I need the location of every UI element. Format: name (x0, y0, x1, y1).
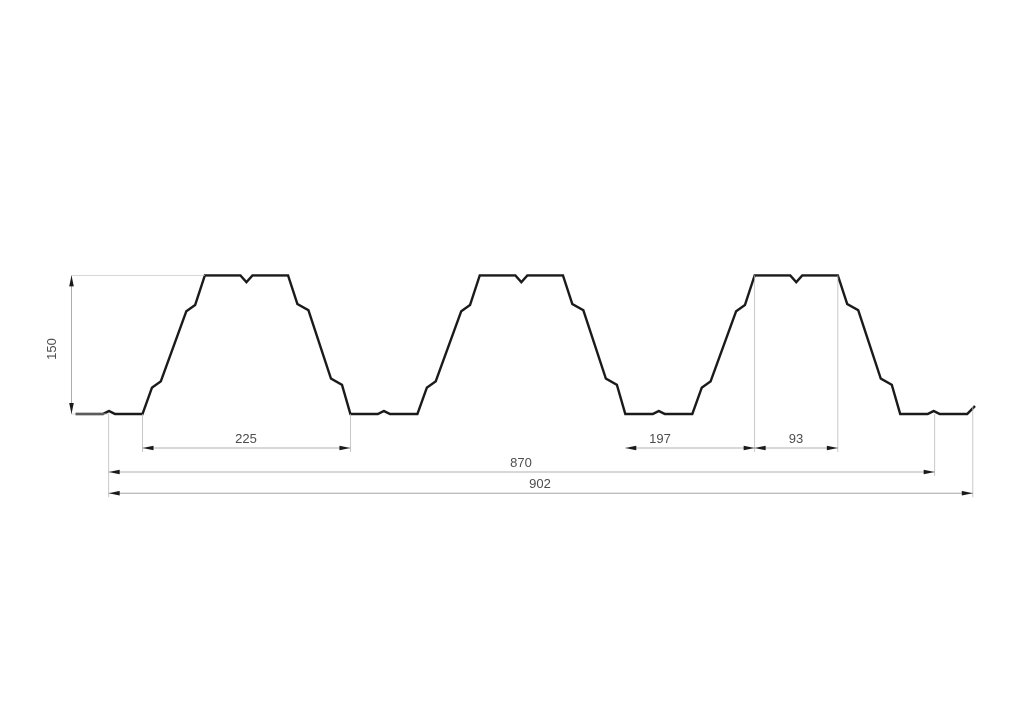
svg-text:902: 902 (529, 476, 551, 491)
svg-text:150: 150 (44, 338, 59, 360)
svg-text:870: 870 (510, 455, 532, 470)
svg-text:93: 93 (789, 431, 803, 446)
svg-text:225: 225 (235, 431, 257, 446)
svg-text:197: 197 (649, 431, 671, 446)
